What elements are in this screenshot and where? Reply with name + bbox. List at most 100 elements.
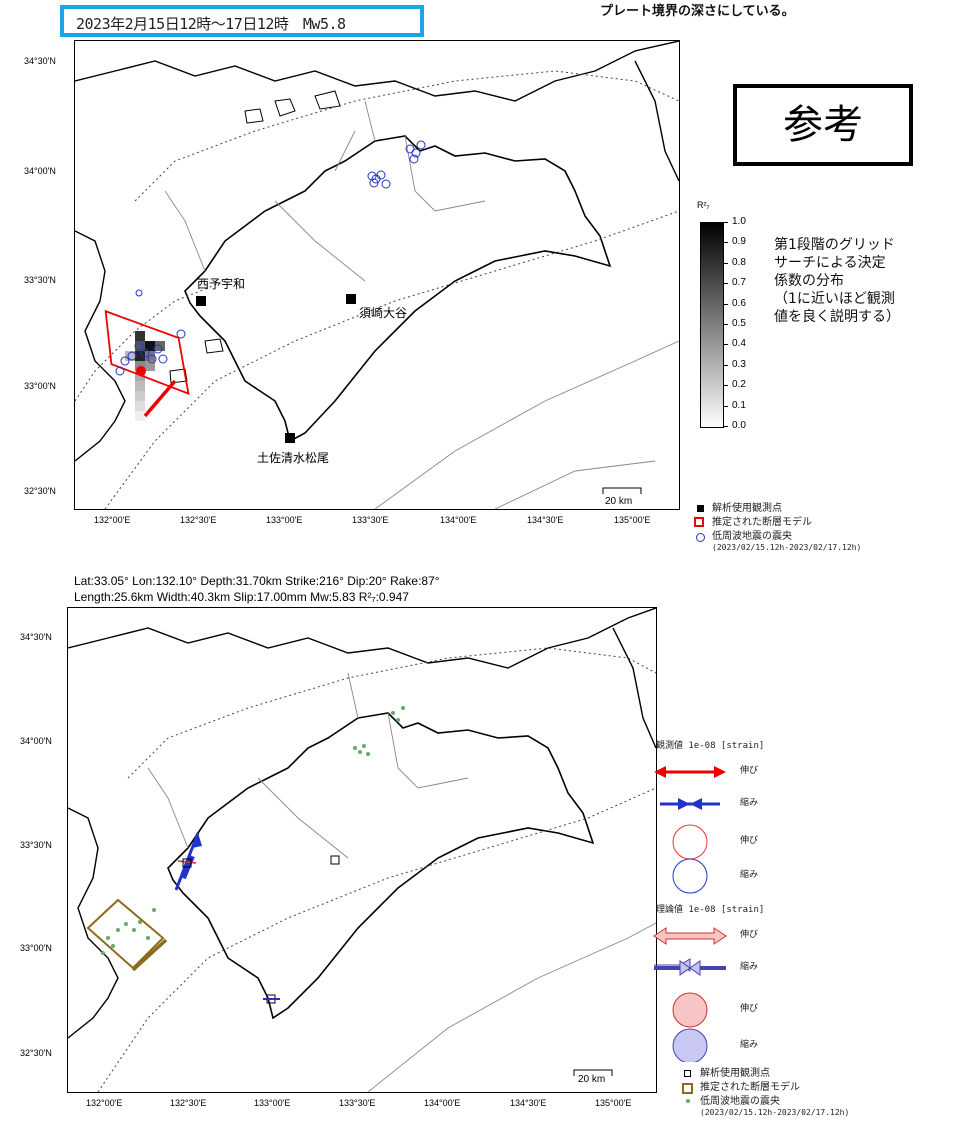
lon-label-1-1: 132°30'E — [180, 515, 217, 525]
station-label-susaki-otani: 須崎大谷 — [359, 306, 408, 320]
colorbar-tick-mark — [723, 303, 728, 305]
colorbar-tick-mark — [723, 344, 728, 346]
legend-1-quake-icon — [696, 533, 705, 542]
legend-2-theory-header: 理論値 1e-08 [strain] — [656, 905, 765, 915]
scale-label-1: 20 km — [605, 496, 633, 507]
fault-model-1 — [104, 309, 190, 396]
r2-note-line3: 係数の分布 — [774, 273, 844, 289]
lon-label-1-3: 133°30'E — [352, 515, 389, 525]
map-1: 西予宇和 須崎大谷 土佐清水松尾 20 km — [74, 40, 680, 510]
colorbar-tick-label: 0.8 — [732, 256, 746, 268]
coastline-shikoku-2 — [167, 712, 595, 1020]
map-2-canvas — [68, 608, 656, 1092]
legend-2-symbols — [653, 766, 727, 1062]
station-label-tosashimizu: 土佐清水松尾 — [257, 451, 330, 465]
lat-label-2-2: 33°30'N — [20, 840, 52, 850]
colorbar-tick-label: 0.3 — [732, 358, 746, 370]
legend-2-period: (2023/02/15.12h-2023/02/17.12h) — [700, 1108, 850, 1117]
event-title-box: 2023年2月15日12時〜17日12時 Mw5.8 — [60, 5, 424, 37]
lat-label-1-0: 34°30'N — [24, 56, 56, 66]
lon-label-2-4: 134°00'E — [424, 1098, 461, 1108]
legend-2-obs-ext: 伸び — [740, 766, 759, 776]
r2-note-line2: サーチによる決定 — [774, 255, 886, 271]
colorbar-tick-mark — [723, 364, 728, 366]
colorbar-tick-label: 0.1 — [732, 399, 746, 411]
lat-label-2-0: 34°30'N — [20, 632, 52, 642]
lat-label-2-3: 33°00'N — [20, 943, 52, 953]
legend-1-station-icon — [697, 505, 704, 512]
legend-1-quake-label: 低周波地震の震央 — [712, 531, 792, 542]
lon-label-1-4: 134°00'E — [440, 515, 477, 525]
r2-note-line1: 第1段階のグリッド — [774, 237, 895, 253]
lon-label-2-0: 132°00'E — [86, 1098, 123, 1108]
legend-1-period: (2023/02/15.12h-2023/02/17.12h) — [712, 543, 862, 552]
legend-2-fault-icon — [682, 1083, 693, 1094]
legend-1-station-label: 解析使用観測点 — [712, 503, 782, 514]
legend-2-th-ext: 伸び — [740, 930, 759, 940]
map-1-canvas — [75, 41, 679, 509]
colorbar-tick-label: 0.0 — [732, 420, 746, 431]
lon-label-1-5: 134°30'E — [527, 515, 564, 525]
station-marker-seiyo-uwa — [196, 296, 206, 306]
legend-2-station-label: 解析使用観測点 — [700, 1068, 770, 1079]
reference-stamp-text: 参考 — [783, 102, 863, 148]
legend-1-fault-label: 推定された断層モデル — [712, 517, 812, 528]
event-title: 2023年2月15日12時〜17日12時 Mw5.8 — [76, 15, 346, 33]
params-line2: Length:25.6km Width:40.3km Slip:17.00mm … — [74, 590, 409, 604]
map-2: 20 km — [67, 607, 657, 1093]
coastline-kii — [634, 60, 679, 182]
colorbar-tick-mark — [723, 385, 728, 387]
colorbar — [700, 222, 724, 428]
legend-2-obs-ext-circle: 伸び — [740, 836, 759, 846]
colorbar-tick-label: 0.5 — [732, 318, 746, 329]
scale-label-2: 20 km — [578, 1074, 606, 1085]
r2-note-line4: （1に近いほど観測 — [774, 291, 895, 307]
legend-2-observed-header: 観測値 1e-08 [strain] — [656, 741, 765, 751]
station-marker-tosashimizu — [285, 433, 295, 443]
lat-label-2-1: 34°00'N — [20, 736, 52, 746]
legend-1-fault-icon — [694, 517, 704, 527]
colorbar-title: R²₇ — [697, 200, 710, 210]
lat-label-1-1: 34°00'N — [24, 166, 56, 176]
lat-label-1-2: 33°30'N — [24, 275, 56, 285]
lon-label-2-3: 133°30'E — [339, 1098, 376, 1108]
lat-label-1-3: 33°00'N — [24, 381, 56, 391]
legend-2-quake-label: 低周波地震の震央 — [700, 1096, 780, 1107]
lon-label-2-6: 135°00'E — [595, 1098, 632, 1108]
colorbar-tick-mark — [723, 324, 728, 325]
legend-2-station-icon — [684, 1070, 691, 1077]
colorbar-tick-label: 0.9 — [732, 236, 746, 248]
legend-2-fault-label: 推定された断層モデル — [700, 1082, 800, 1093]
lon-label-1-0: 132°00'E — [94, 515, 131, 525]
coastline-chugoku — [75, 41, 679, 102]
lon-label-2-2: 133°00'E — [254, 1098, 291, 1108]
colorbar-tick-label: 0.7 — [732, 277, 746, 289]
lon-label-1-6: 135°00'E — [614, 515, 651, 525]
legend-2-th-comp-circle: 縮み — [740, 1040, 759, 1050]
legend-2-quake-icon — [686, 1099, 690, 1103]
fault-model-2 — [86, 898, 165, 970]
lon-label-1-2: 133°00'E — [266, 515, 303, 525]
colorbar-tick-mark — [723, 242, 728, 244]
legend-2-obs-comp-circle: 縮み — [740, 870, 759, 880]
colorbar-tick-mark — [723, 262, 728, 264]
top-note: プレート境界の深さにしている。 — [600, 4, 795, 19]
colorbar-tick-mark — [723, 222, 728, 223]
colorbar-tick-mark — [723, 405, 728, 407]
r2-note: 第1段階のグリッド サーチによる決定 係数の分布 （1に近いほど観測 値を良く説… — [774, 236, 900, 326]
params-line1: Lat:33.05° Lon:132.10° Depth:31.70km Str… — [74, 574, 440, 588]
reference-stamp-box: 参考 — [733, 84, 913, 166]
colorbar-tick-label: 0.2 — [732, 379, 746, 391]
lon-label-2-1: 132°30'E — [170, 1098, 207, 1108]
lat-label-1-4: 32°30'N — [24, 486, 56, 496]
quake-epicenters-1 — [115, 140, 426, 376]
colorbar-tick-label: 0.6 — [732, 297, 746, 309]
station-label-seiyo-uwa: 西予宇和 — [197, 277, 246, 291]
colorbar-tick-label: 1.0 — [732, 216, 746, 227]
station-marker-susaki-otani — [346, 294, 356, 304]
r2-note-line5: 値を良く説明する） — [774, 309, 900, 325]
legend-2-obs-comp: 縮み — [740, 798, 759, 808]
quake-epicenters-2 — [101, 706, 405, 955]
lat-label-2-4: 32°30'N — [20, 1048, 52, 1058]
legend-2-th-ext-circle: 伸び — [740, 1004, 759, 1014]
